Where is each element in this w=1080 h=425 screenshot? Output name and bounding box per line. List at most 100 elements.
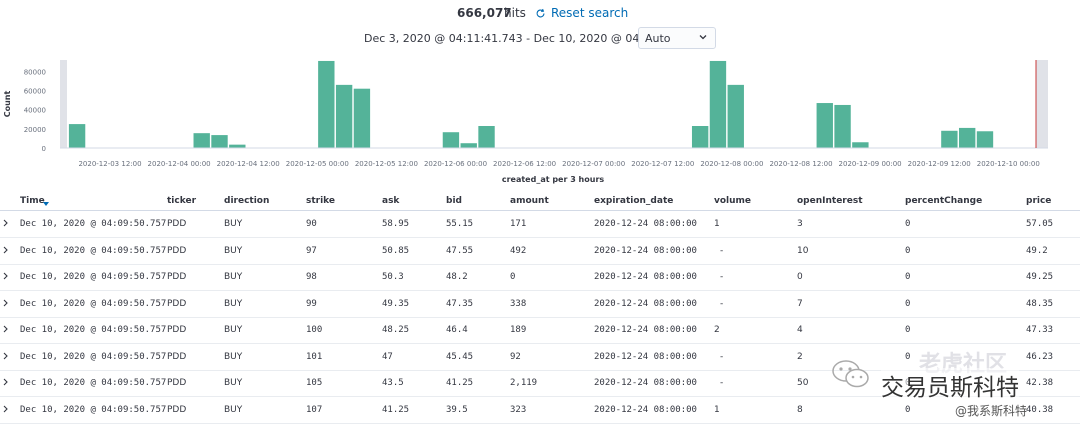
- x-tick-label: 2020-12-06 12:00: [493, 160, 556, 168]
- table-row[interactable]: Dec 10, 2020 @ 04:09:50.757 PDD BUY 99 49.35…: [0, 291, 1080, 318]
- table-row[interactable]: Dec 10, 2020 @ 04:09:50.757 PDD BUY 97 50.85…: [0, 238, 1080, 265]
- table-row[interactable]: Dec 10, 2020 @ 04:09:50.757 PDD BUY 101 47 45…: [0, 344, 1080, 371]
- column-header-bid[interactable]: bid: [446, 196, 462, 206]
- cell-bid: 47.35: [446, 298, 474, 309]
- cell-percentchange: 0: [905, 245, 911, 256]
- cell-strike: 98: [306, 272, 317, 282]
- cell-bid: 39.5: [446, 404, 468, 415]
- cell-price: 57.05: [1026, 219, 1054, 229]
- expand-row-icon[interactable]: [3, 352, 9, 363]
- cell-strike: 101: [306, 351, 323, 362]
- column-header-percentchange[interactable]: percentChange: [905, 196, 983, 206]
- histogram-bar: [335, 84, 353, 148]
- column-header-volume[interactable]: volume: [714, 196, 752, 206]
- cell-direction: BUY: [224, 245, 243, 256]
- cell-expiration-date: 2020-12-24 08:00:00: [594, 325, 697, 335]
- cell-openinterest: 3: [797, 219, 803, 229]
- column-header-time[interactable]: Time: [20, 196, 45, 206]
- x-tick-label: 2020-12-10 00:00: [977, 160, 1040, 168]
- cell-ask: 50.3: [382, 272, 404, 282]
- cell-strike: 100: [306, 325, 323, 335]
- y-axis-label: Count: [3, 91, 12, 118]
- cell-ask: 47: [382, 351, 393, 362]
- x-tick-label: 2020-12-05 00:00: [286, 160, 349, 168]
- column-header-expiration-date[interactable]: expiration_date: [594, 196, 674, 206]
- cell-price: 42.38: [1026, 378, 1054, 388]
- cell-percentchange: 0: [905, 219, 911, 229]
- cell-ticker: PDD: [167, 272, 187, 282]
- cell-bid: 45.45: [446, 351, 474, 362]
- refresh-icon: [536, 8, 545, 18]
- expand-row-icon[interactable]: [3, 378, 9, 389]
- cell-ticker: PDD: [167, 404, 187, 415]
- interval-select[interactable]: Auto: [638, 27, 716, 49]
- cell-openinterest: 4: [797, 325, 803, 335]
- cell-openinterest: 7: [797, 298, 803, 309]
- x-tick-label: 2020-12-08 00:00: [700, 160, 763, 168]
- cell-expiration-date: 2020-12-24 08:00:00: [594, 219, 697, 229]
- expand-row-icon[interactable]: [3, 219, 9, 230]
- histogram-bar: [691, 126, 709, 148]
- histogram-bar: [834, 104, 851, 148]
- column-header-strike[interactable]: strike: [306, 196, 336, 206]
- column-header-ask[interactable]: ask: [382, 196, 400, 206]
- y-tick-label: 60000: [24, 88, 46, 96]
- expand-row-icon[interactable]: [3, 246, 9, 257]
- cell-volume: -: [720, 378, 724, 388]
- cell-amount: 189: [510, 325, 527, 335]
- cell-strike: 99: [306, 298, 317, 309]
- x-tick-label: 2020-12-04 00:00: [148, 160, 211, 168]
- table-row[interactable]: Dec 10, 2020 @ 04:09:50.757 PDD BUY 105 43.5…: [0, 370, 1080, 397]
- cell-percentchange: 0: [905, 351, 911, 362]
- table-row[interactable]: Dec 10, 2020 @ 04:09:50.757 PDD BUY 107 41.2…: [0, 397, 1080, 424]
- histogram-bar: [442, 132, 460, 148]
- y-tick-label: 40000: [24, 107, 46, 115]
- cell-time: Dec 10, 2020 @ 04:09:50.757: [20, 351, 167, 362]
- column-header-price[interactable]: price: [1026, 196, 1052, 206]
- reset-search-button[interactable]: Reset search: [535, 6, 628, 20]
- x-tick-label: 2020-12-03 12:00: [78, 160, 141, 168]
- table-header: Time ticker direction strike ask bid amount exp…: [0, 190, 1080, 211]
- cell-amount: 323: [510, 404, 527, 415]
- table-row[interactable]: Dec 10, 2020 @ 04:09:50.757 PDD BUY 90 58.95…: [0, 211, 1080, 238]
- column-header-ticker[interactable]: ticker: [167, 196, 197, 206]
- hits-summary: 666,077 hits Reset search: [0, 6, 1080, 22]
- histogram-bar: [709, 60, 727, 148]
- cell-volume: 1: [714, 404, 720, 415]
- cell-percentchange: 0: [905, 298, 911, 309]
- table-row[interactable]: Dec 10, 2020 @ 04:09:50.757 PDD BUY 98 50.3 4…: [0, 264, 1080, 291]
- histogram-bar: [727, 84, 744, 148]
- x-tick-label: 2020-12-07 00:00: [562, 160, 625, 168]
- column-header-amount[interactable]: amount: [510, 196, 549, 206]
- cell-ask: 50.85: [382, 245, 410, 256]
- expand-row-icon[interactable]: [3, 272, 9, 283]
- y-tick-label: 20000: [24, 126, 46, 134]
- cell-volume: -: [720, 351, 724, 362]
- cell-price: 48.35: [1026, 298, 1054, 309]
- cell-ticker: PDD: [167, 245, 187, 256]
- cell-ask: 48.25: [382, 325, 410, 335]
- cell-direction: BUY: [224, 219, 243, 229]
- cell-price: 40.38: [1026, 404, 1054, 415]
- y-tick-label: 0: [42, 145, 46, 153]
- cell-strike: 105: [306, 378, 323, 388]
- histogram-bar: [318, 60, 335, 148]
- cell-ask: 41.25: [382, 404, 410, 415]
- cell-amount: 171: [510, 219, 527, 229]
- column-header-openinterest[interactable]: openInterest: [797, 196, 863, 206]
- table-row[interactable]: Dec 10, 2020 @ 04:09:50.757 PDD BUY 100 48.2…: [0, 317, 1080, 344]
- cell-ask: 43.5: [382, 378, 404, 388]
- time-range-label: Dec 3, 2020 @ 04:11:41.743 - Dec 10, 202…: [364, 32, 700, 45]
- x-axis-label: created_at per 3 hours: [502, 175, 605, 184]
- expand-row-icon[interactable]: [3, 299, 9, 310]
- histogram-chart[interactable]: 0 20000 40000 60000 80000 Count 2020-12-03 12:…: [0, 52, 1080, 187]
- expand-row-icon[interactable]: [3, 405, 9, 416]
- sort-desc-icon[interactable]: [43, 199, 49, 209]
- cell-bid: 55.15: [446, 219, 474, 229]
- cell-strike: 90: [306, 219, 317, 229]
- cell-price: 46.23: [1026, 351, 1054, 362]
- x-tick-label: 2020-12-08 12:00: [769, 160, 832, 168]
- expand-row-icon[interactable]: [3, 325, 9, 336]
- cell-ticker: PDD: [167, 351, 187, 362]
- column-header-direction[interactable]: direction: [224, 196, 270, 206]
